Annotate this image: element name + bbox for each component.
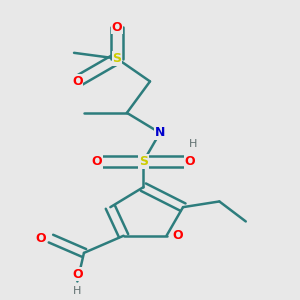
Text: O: O [92, 155, 103, 168]
Text: S: S [112, 52, 122, 65]
Text: N: N [155, 126, 165, 140]
Text: H: H [189, 139, 197, 149]
Text: O: O [173, 229, 183, 242]
Text: O: O [72, 268, 83, 281]
Text: S: S [139, 155, 148, 168]
Text: O: O [36, 232, 46, 245]
Text: O: O [112, 21, 122, 34]
Text: H: H [73, 286, 82, 296]
Text: O: O [184, 155, 195, 168]
Text: O: O [72, 75, 83, 88]
